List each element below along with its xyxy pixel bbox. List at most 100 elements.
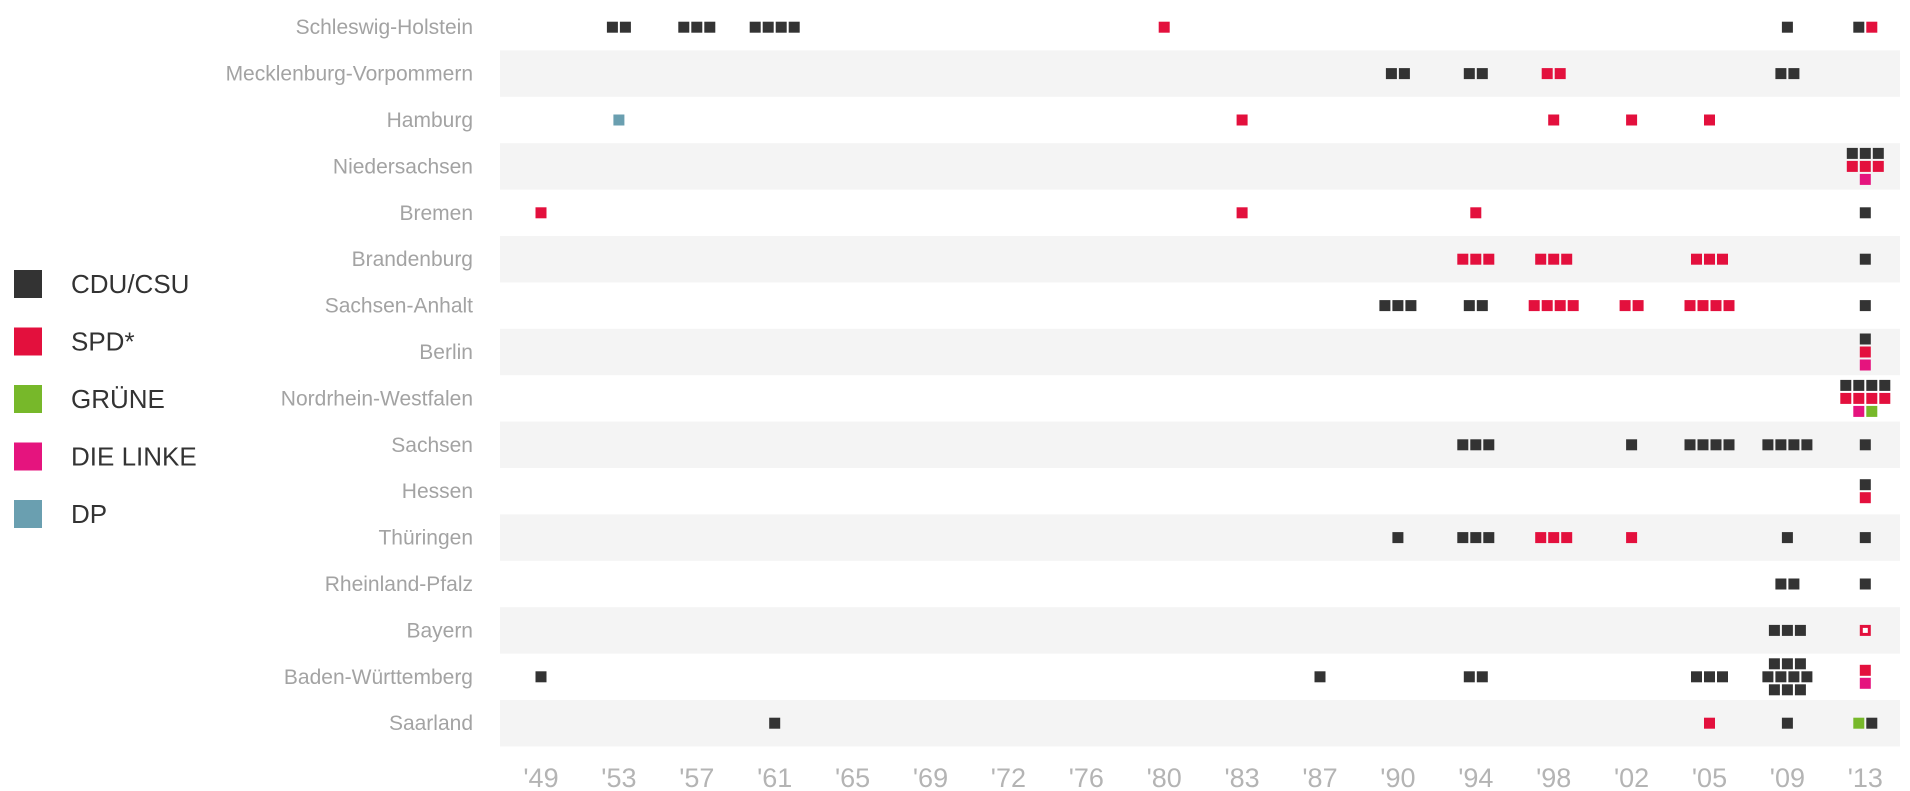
mark-baden-wurttemberg-cdu xyxy=(1788,671,1800,683)
state-label-nordrhein-westfalen: Nordrhein-Westfalen xyxy=(281,387,473,410)
mark-bayern-cdu xyxy=(1781,624,1793,636)
mark-nordrhein-westfalen-lin xyxy=(1853,405,1865,417)
mark-hessen-spd xyxy=(1859,492,1871,504)
mark-schleswig-holstein-cdu xyxy=(606,21,618,33)
row-band xyxy=(500,607,1900,654)
mark-schleswig-holstein-cdu xyxy=(691,21,703,33)
mark-baden-wurttemberg-cdu xyxy=(1801,671,1813,683)
x-tick-label: '61 xyxy=(757,763,792,791)
mark-nordrhein-westfalen-spd xyxy=(1853,392,1865,404)
mark-brandenburg-cdu xyxy=(1859,253,1871,265)
row-band xyxy=(500,700,1900,747)
mark-sachsen-anhalt-spd xyxy=(1567,300,1579,312)
mark-thuringen-cdu xyxy=(1483,532,1495,544)
mark-sachsen-cdu xyxy=(1788,439,1800,451)
mark-rheinland-pfalz-cdu xyxy=(1859,578,1871,590)
mark-nordrhein-westfalen-spd xyxy=(1840,392,1852,404)
mark-berlin-spd xyxy=(1859,346,1871,358)
mark-bremen-spd xyxy=(1470,207,1482,219)
mark-brandenburg-spd xyxy=(1483,253,1495,265)
mark-sachsen-anhalt-spd xyxy=(1684,300,1696,312)
mark-berlin-cdu xyxy=(1859,333,1871,345)
legend-label-die-linke: DIE LINKE xyxy=(71,442,197,472)
mark-sachsen-anhalt-spd xyxy=(1541,300,1553,312)
mark-baden-wurttemberg-cdu xyxy=(535,671,547,683)
x-tick-label: '69 xyxy=(913,763,948,791)
mark-baden-wurttemberg-cdu xyxy=(1794,684,1806,696)
mark-hamburg-spd xyxy=(1548,114,1560,126)
mark-niedersachsen-cdu xyxy=(1846,147,1858,159)
legend-label-spd: SPD* xyxy=(71,327,135,357)
row-band xyxy=(500,328,1900,376)
mark-thuringen-cdu xyxy=(1781,532,1793,544)
state-label-baden-wurttemberg: Baden-Württemberg xyxy=(284,666,473,689)
mark-schleswig-holstein-cdu xyxy=(678,21,690,33)
mark-schleswig-holstein-cdu xyxy=(749,21,761,33)
mark-bayern-spd-outline xyxy=(1859,624,1871,636)
state-label-hessen: Hessen xyxy=(402,480,473,503)
mark-sachsen-cdu xyxy=(1710,439,1722,451)
x-tick-label: '90 xyxy=(1380,763,1415,791)
legend-swatch-grune xyxy=(14,385,42,413)
mark-mecklenburg-vorpommern-cdu xyxy=(1385,68,1397,80)
mark-baden-wurttemberg-cdu xyxy=(1768,684,1780,696)
mark-baden-wurttemberg-spd xyxy=(1859,664,1871,676)
x-tick-label: '94 xyxy=(1458,763,1493,791)
mark-sachsen-anhalt-spd xyxy=(1554,300,1566,312)
mark-schleswig-holstein-cdu xyxy=(704,21,716,33)
mark-sachsen-anhalt-cdu xyxy=(1379,300,1391,312)
mark-schleswig-holstein-cdu xyxy=(775,21,787,33)
row-band xyxy=(500,514,1900,561)
x-tick-label: '09 xyxy=(1770,763,1805,791)
mark-mecklenburg-vorpommern-cdu xyxy=(1398,68,1410,80)
mark-hamburg-dp xyxy=(613,114,625,126)
legend-label-grune: GRÜNE xyxy=(71,384,165,414)
state-label-bayern: Bayern xyxy=(406,619,473,642)
mark-saarland-gru xyxy=(1853,717,1865,729)
mark-sachsen-anhalt-spd xyxy=(1632,300,1644,312)
mark-schleswig-holstein-cdu xyxy=(1781,21,1793,33)
mark-brandenburg-spd xyxy=(1548,253,1560,265)
mark-nordrhein-westfalen-cdu xyxy=(1866,379,1878,391)
legend-swatch-spd xyxy=(14,327,42,356)
mark-sachsen-anhalt-cdu xyxy=(1463,300,1475,312)
x-axis-ticks: '49 '53 '57 '61 '65 '69 '72 '76 '80 '83 '87 '90 '94 '… xyxy=(523,763,1882,791)
mark-saarland-cdu xyxy=(769,717,781,729)
x-tick-label: '80 xyxy=(1147,763,1182,791)
state-label-saarland: Saarland xyxy=(389,712,473,735)
mark-baden-wurttemberg-cdu xyxy=(1768,658,1780,670)
mark-sachsen-anhalt-cdu xyxy=(1859,300,1871,312)
mark-mecklenburg-vorpommern-cdu xyxy=(1775,68,1787,80)
mark-niedersachsen-spd xyxy=(1872,160,1884,172)
mark-hamburg-spd xyxy=(1626,114,1638,126)
mark-brandenburg-spd xyxy=(1470,253,1482,265)
legend: CDU/CSU SPD* GRÜNE DIE LINKE DP xyxy=(14,269,197,529)
mark-schleswig-holstein-cdu xyxy=(788,21,800,33)
mark-sachsen-anhalt-spd xyxy=(1697,300,1709,312)
mark-sachsen-anhalt-spd xyxy=(1723,300,1735,312)
mark-thuringen-cdu xyxy=(1470,532,1482,544)
mark-thuringen-spd xyxy=(1561,532,1573,544)
row-band xyxy=(500,236,1900,283)
mark-nordrhein-westfalen-spd xyxy=(1879,392,1891,404)
x-tick-label: '57 xyxy=(679,763,714,791)
mark-schleswig-holstein-spd xyxy=(1866,21,1878,33)
x-tick-label: '87 xyxy=(1302,763,1337,791)
mark-brandenburg-spd xyxy=(1457,253,1469,265)
mark-baden-wurttemberg-cdu xyxy=(1775,671,1787,683)
mark-bremen-cdu xyxy=(1859,207,1871,219)
mark-brandenburg-spd xyxy=(1704,253,1715,265)
state-label-sachsen: Sachsen xyxy=(391,434,473,457)
mark-sachsen-cdu xyxy=(1626,439,1638,451)
mark-brandenburg-spd xyxy=(1717,253,1728,265)
mark-brandenburg-spd xyxy=(1691,253,1702,265)
mark-niedersachsen-spd xyxy=(1846,160,1858,172)
mark-schleswig-holstein-cdu xyxy=(1853,21,1865,33)
mark-saarland-cdu xyxy=(1866,717,1878,729)
mark-baden-wurttemberg-cdu xyxy=(1762,671,1774,683)
legend-label-dp: DP xyxy=(71,499,107,529)
mark-niedersachsen-cdu xyxy=(1859,147,1871,159)
mark-baden-wurttemberg-cdu xyxy=(1717,671,1728,683)
row-band xyxy=(500,50,1900,97)
